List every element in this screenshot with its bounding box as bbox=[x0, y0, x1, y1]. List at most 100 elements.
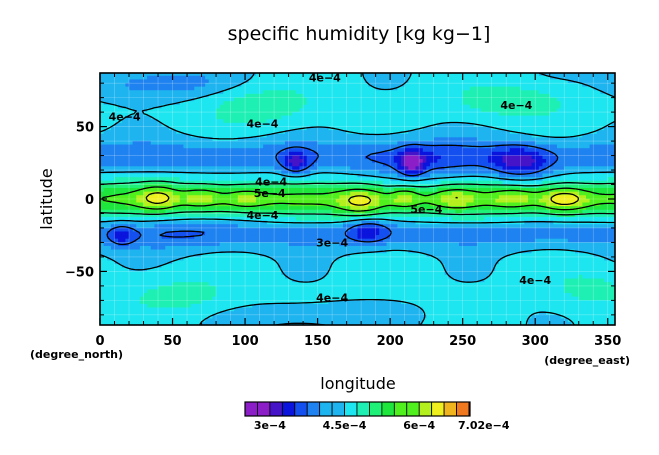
field-cell bbox=[255, 104, 261, 109]
field-cell bbox=[114, 147, 119, 152]
field-cell bbox=[165, 223, 170, 228]
field-cell bbox=[110, 172, 116, 178]
field-cell bbox=[136, 201, 141, 207]
field-cell bbox=[350, 238, 355, 243]
field-cell bbox=[288, 180, 293, 185]
field-cell bbox=[212, 285, 217, 290]
field-cell bbox=[223, 238, 228, 243]
field-cell bbox=[129, 212, 134, 217]
field-cell bbox=[270, 292, 275, 297]
field-cell bbox=[259, 292, 264, 297]
field-cell bbox=[310, 314, 315, 319]
field-cell bbox=[107, 73, 112, 76]
field-cell bbox=[168, 191, 174, 196]
field-cell bbox=[270, 180, 275, 185]
field-cell bbox=[158, 259, 163, 265]
field-cell bbox=[245, 191, 250, 196]
field-cell bbox=[132, 154, 137, 160]
field-cell bbox=[295, 230, 301, 236]
field-cell bbox=[346, 256, 351, 261]
field-cell bbox=[150, 299, 155, 304]
field-cell bbox=[172, 73, 177, 76]
field-cell bbox=[208, 270, 214, 275]
field-cell bbox=[299, 147, 304, 152]
field-cell bbox=[266, 299, 272, 304]
field-cell bbox=[197, 238, 203, 243]
field-cell bbox=[317, 285, 322, 290]
field-cell bbox=[212, 140, 217, 145]
field-cell bbox=[313, 96, 319, 102]
field-cell bbox=[114, 296, 119, 301]
field-cell bbox=[168, 277, 174, 283]
field-cell bbox=[281, 230, 286, 236]
field-cell bbox=[125, 220, 130, 225]
field-cell bbox=[284, 194, 290, 199]
field-cell bbox=[179, 252, 185, 257]
field-cell bbox=[255, 89, 261, 94]
field-cell bbox=[335, 143, 340, 149]
field-cell bbox=[245, 165, 250, 170]
field-cell bbox=[241, 172, 246, 178]
field-cell bbox=[118, 176, 123, 181]
field-cell bbox=[158, 136, 163, 141]
field-cell bbox=[132, 172, 137, 178]
field-cell bbox=[332, 118, 337, 123]
field-cell bbox=[339, 73, 344, 76]
field-cell bbox=[158, 299, 163, 304]
field-cell bbox=[350, 256, 355, 261]
field-cell bbox=[281, 162, 286, 167]
field-cell bbox=[259, 194, 264, 199]
field-cell bbox=[150, 86, 155, 91]
field-cell bbox=[270, 187, 275, 192]
field-cell bbox=[241, 129, 246, 134]
field-cell bbox=[172, 281, 177, 286]
field-cell bbox=[339, 133, 344, 138]
field-cell bbox=[303, 317, 308, 322]
field-cell bbox=[288, 107, 293, 112]
field-cell bbox=[346, 306, 351, 312]
field-cell bbox=[223, 321, 228, 325]
field-cell bbox=[205, 100, 210, 105]
field-cell bbox=[226, 220, 232, 225]
field-cell bbox=[303, 111, 308, 116]
field-cell bbox=[110, 151, 116, 156]
field-cell bbox=[216, 140, 221, 145]
field-cell bbox=[266, 288, 272, 294]
field-cell bbox=[161, 220, 166, 225]
field-cell bbox=[353, 104, 359, 109]
field-cell bbox=[324, 259, 330, 265]
field-cell bbox=[147, 270, 152, 275]
field-cell bbox=[190, 82, 195, 87]
field-cell bbox=[339, 245, 344, 250]
field-cell bbox=[161, 118, 166, 123]
field-cell bbox=[205, 317, 210, 322]
field-cell bbox=[129, 100, 134, 105]
field-cell bbox=[150, 154, 155, 160]
field-cell bbox=[168, 136, 174, 141]
field-cell bbox=[219, 151, 224, 156]
field-cell bbox=[187, 143, 192, 149]
field-cell bbox=[353, 306, 359, 312]
field-cell bbox=[255, 274, 261, 279]
field-cell bbox=[143, 306, 148, 312]
field-cell bbox=[342, 216, 348, 221]
field-cell bbox=[230, 169, 235, 174]
field-cell bbox=[165, 100, 170, 105]
field-cell bbox=[284, 133, 290, 138]
field-cell bbox=[248, 212, 253, 217]
field-cell bbox=[259, 115, 264, 120]
field-cell bbox=[245, 296, 250, 301]
field-cell bbox=[201, 299, 206, 304]
field-cell bbox=[299, 259, 304, 265]
field-cell bbox=[274, 274, 279, 279]
field-cell bbox=[263, 165, 268, 170]
field-cell bbox=[353, 252, 359, 257]
field-cell bbox=[150, 310, 155, 315]
field-cell bbox=[197, 169, 203, 174]
field-cell bbox=[324, 209, 330, 214]
field-cell bbox=[114, 212, 119, 217]
field-cell bbox=[274, 140, 279, 145]
field-cell bbox=[332, 86, 337, 91]
field-cell bbox=[313, 259, 319, 265]
field-cell bbox=[150, 209, 155, 214]
